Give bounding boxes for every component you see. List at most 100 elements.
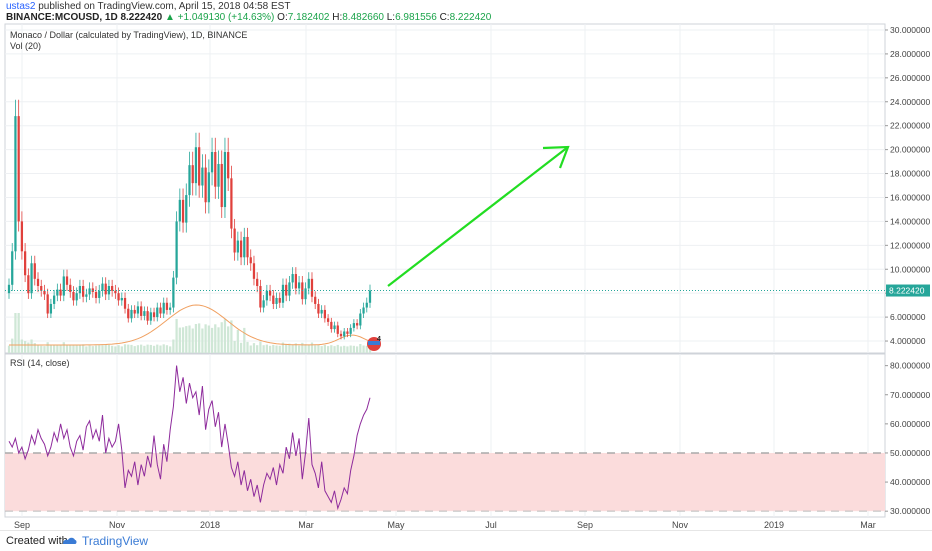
candle-body [230,178,233,229]
high-value: 8.482660 [342,12,384,23]
volume-bar [236,330,239,353]
candle-body [352,323,356,328]
candle-body [117,293,120,301]
candle-body [365,302,368,308]
candle-body [330,321,333,330]
volume-bar [98,345,101,353]
volume-bar [207,325,210,353]
candle-body [256,278,259,287]
x-tick-label: Sep [14,520,30,530]
volume-bar [323,344,327,353]
volume-bar [288,343,291,353]
candle-body [281,284,285,303]
volume-bar [111,345,114,353]
volume-bar [252,343,256,353]
candle-body [101,283,104,291]
volume-bar [120,346,123,353]
volume-ma-line [9,304,371,346]
up-arrow-icon: ▲ [164,12,175,23]
candle-body [326,318,330,322]
volume-bar [75,345,78,353]
y-tick-label: 22.000000 [890,121,930,131]
x-tick-label: May [387,520,405,530]
volume-bar [101,345,104,353]
y-tick-label: 14.000000 [890,216,930,226]
volume-bar [194,324,198,353]
candle-body [104,283,107,295]
candle-body [27,275,30,294]
volume-bar [114,346,117,353]
candle-body [175,221,178,278]
volume-bar [82,344,85,353]
y-tick-label: 6.000000 [890,312,926,322]
candle-body [94,291,98,298]
candle-body [349,327,352,334]
candle-body [201,167,204,186]
candle-body [220,163,223,208]
candle-body [165,302,169,310]
candle-body [346,331,349,334]
volume-bar [220,322,223,353]
candle-body [198,147,201,186]
volume-bar [49,344,53,353]
y-tick-label: 26.000000 [890,73,930,83]
candle-body [178,199,181,222]
volume-bar [136,345,140,353]
volume-bar [181,327,185,353]
open-value: 7.182402 [287,12,330,23]
volume-bar [11,338,14,353]
rsi-y-tick-label: 40.000000 [890,477,930,487]
volume-bar [14,313,17,353]
volume-bar [23,341,27,353]
open-label: O: [277,12,288,23]
volume-bar [281,342,285,353]
y-tick-label: 4.000000 [890,336,926,346]
candle-body [146,311,149,321]
candle-body [204,167,207,203]
candle-body [43,290,46,295]
candle-body [317,303,320,314]
x-tick-label: 2019 [764,520,784,530]
volume-bar [365,345,368,353]
candle-body [149,312,152,321]
volume-bar [259,341,262,353]
footer: Created with TradingView [0,530,932,551]
candle-body [127,308,130,319]
candle-body [310,278,314,297]
price-change: +1.049130 (+14.63%) [177,12,275,23]
candle-body [304,288,307,300]
candle-body [188,165,191,196]
rsi-title: RSI (14, close) [10,358,70,368]
candle-body [23,251,27,276]
tradingview-brand[interactable]: TradingView [82,534,149,548]
candle-body [82,286,85,297]
price-chart[interactable]: Sep Nov 2018 Mar May Jul Sep Nov 2019 Mar 4.000000… [0,0,932,530]
candle-body [136,306,140,314]
candle-body [252,263,256,279]
volume-bar [104,344,107,353]
author-link[interactable]: ustas2 [6,1,36,12]
volume-bar [310,342,314,353]
candle-body [297,282,301,289]
candle-body [249,257,252,264]
volume-bar [246,341,249,353]
rsi-y-tick-label: 80.000000 [890,361,930,371]
candle-body [285,284,288,296]
candle-body [314,296,317,304]
volume-bar [336,344,339,353]
volume-bar [36,345,40,353]
candle-body [233,228,236,253]
volume-bar [227,326,230,353]
volume-bar [285,344,288,353]
volume-bar [343,345,346,353]
volume-bar [127,344,130,353]
volume-bar [349,345,352,353]
volume-bar [149,344,152,353]
candle-body [243,236,246,258]
volume-bar [239,342,243,353]
projection-arrow [387,146,569,287]
candle-body [336,325,339,334]
candle-body [291,274,294,283]
volume-bar [159,345,162,353]
candle-body [78,286,82,294]
